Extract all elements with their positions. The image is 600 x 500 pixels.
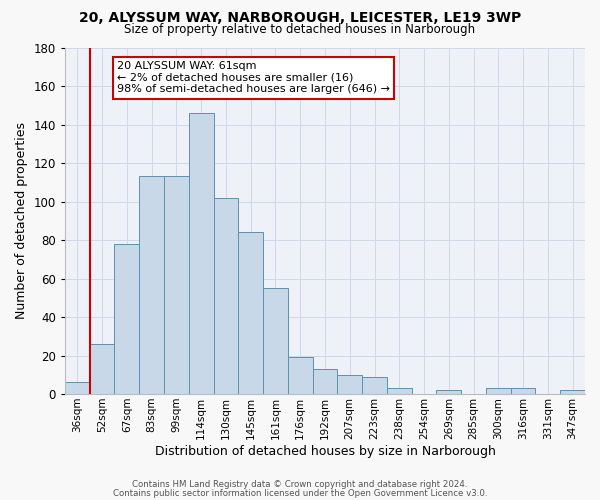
X-axis label: Distribution of detached houses by size in Narborough: Distribution of detached houses by size … bbox=[155, 444, 496, 458]
Bar bbox=[164, 176, 189, 394]
Text: Size of property relative to detached houses in Narborough: Size of property relative to detached ho… bbox=[124, 22, 476, 36]
Bar bbox=[65, 382, 90, 394]
Bar bbox=[115, 244, 139, 394]
Bar bbox=[214, 198, 238, 394]
Bar bbox=[238, 232, 263, 394]
Bar bbox=[560, 390, 585, 394]
Bar bbox=[189, 113, 214, 394]
Bar bbox=[139, 176, 164, 394]
Text: 20 ALYSSUM WAY: 61sqm
← 2% of detached houses are smaller (16)
98% of semi-detac: 20 ALYSSUM WAY: 61sqm ← 2% of detached h… bbox=[117, 61, 390, 94]
Bar bbox=[436, 390, 461, 394]
Bar bbox=[288, 358, 313, 394]
Bar bbox=[362, 376, 387, 394]
Bar bbox=[486, 388, 511, 394]
Text: Contains HM Land Registry data © Crown copyright and database right 2024.: Contains HM Land Registry data © Crown c… bbox=[132, 480, 468, 489]
Bar bbox=[263, 288, 288, 394]
Bar bbox=[387, 388, 412, 394]
Bar bbox=[90, 344, 115, 394]
Text: 20, ALYSSUM WAY, NARBOROUGH, LEICESTER, LE19 3WP: 20, ALYSSUM WAY, NARBOROUGH, LEICESTER, … bbox=[79, 11, 521, 25]
Text: Contains public sector information licensed under the Open Government Licence v3: Contains public sector information licen… bbox=[113, 488, 487, 498]
Y-axis label: Number of detached properties: Number of detached properties bbox=[15, 122, 28, 320]
Bar bbox=[337, 375, 362, 394]
Bar bbox=[313, 369, 337, 394]
Bar bbox=[511, 388, 535, 394]
